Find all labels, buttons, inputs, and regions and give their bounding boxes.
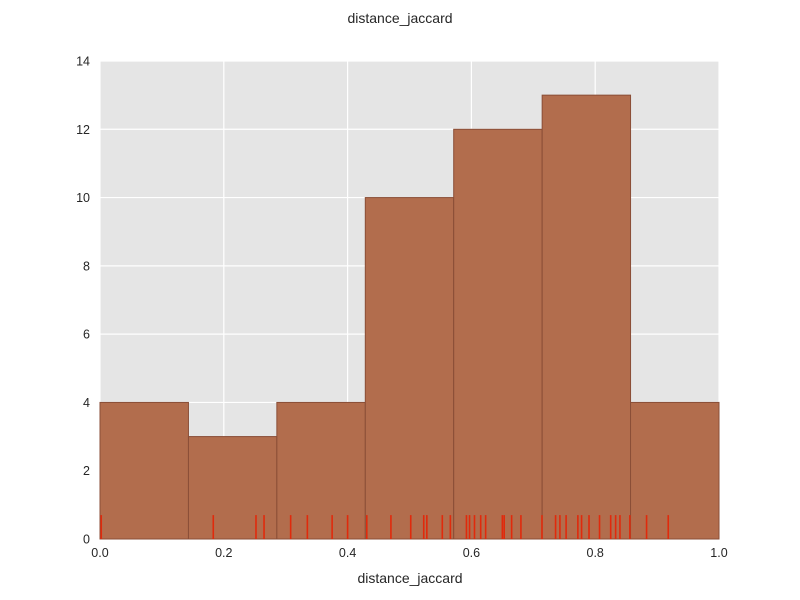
x-tick-label: 1.0 (710, 546, 727, 560)
x-tick-label: 0.4 (339, 546, 356, 560)
chart-title: distance_jaccard (347, 10, 452, 26)
x-tick-label: 0.8 (587, 546, 604, 560)
y-tick-label: 0 (83, 533, 90, 547)
histogram-bar (187, 436, 278, 540)
y-tick-label: 8 (83, 259, 90, 273)
y-tick-labels: 0 2 4 6 8 10 12 14 (76, 55, 90, 547)
x-tick-label: 0.6 (463, 546, 480, 560)
y-tick-label: 6 (83, 328, 90, 342)
y-tick-label: 14 (76, 55, 90, 69)
x-tick-label: 0.0 (91, 546, 108, 560)
y-tick-label: 12 (76, 123, 90, 137)
histogram-bar (630, 401, 720, 540)
histogram-bar (453, 128, 543, 540)
histogram-bar (99, 401, 189, 540)
x-tick-label: 0.2 (215, 546, 232, 560)
histogram-bar (276, 401, 366, 540)
y-tick-label: 10 (76, 191, 90, 205)
y-tick-label: 4 (83, 396, 90, 410)
histogram-bar (364, 197, 455, 540)
x-axis-label: distance_jaccard (357, 570, 462, 586)
rug-marks (100, 515, 670, 539)
y-tick-label: 2 (83, 464, 90, 478)
x-tick-labels: 0.0 0.2 0.4 0.6 0.8 1.0 (91, 546, 727, 560)
histogram-bars (99, 94, 720, 540)
histogram-bar (541, 94, 632, 540)
